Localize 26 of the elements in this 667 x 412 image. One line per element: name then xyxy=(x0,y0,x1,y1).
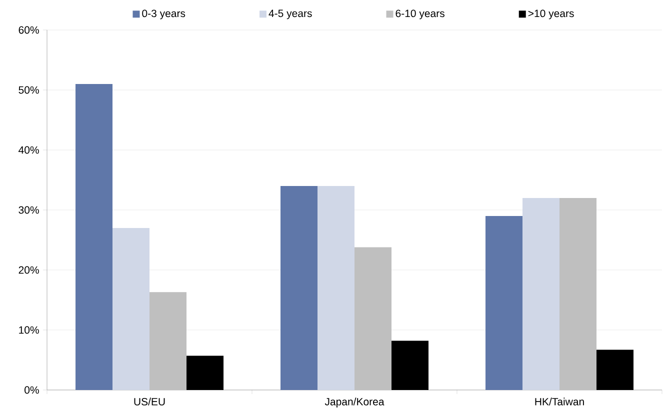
y-tick-label: 40% xyxy=(18,146,39,154)
bar xyxy=(596,350,634,390)
y-tick-label: 30% xyxy=(18,206,39,214)
x-tick-label: Japan/Korea xyxy=(324,398,384,408)
bar xyxy=(150,292,187,390)
x-tick-label: HK/Taiwan xyxy=(535,398,584,406)
bar xyxy=(318,186,354,390)
bar xyxy=(186,356,224,390)
legend-label: 6-10 years xyxy=(396,10,444,20)
bar xyxy=(112,228,150,390)
legend-label: 4-5 years xyxy=(268,10,312,20)
y-tick-label: 10% xyxy=(19,326,39,334)
bar xyxy=(522,198,560,390)
bar xyxy=(280,186,318,390)
bar xyxy=(354,247,392,390)
y-tick-label: 60% xyxy=(18,26,39,34)
x-tick-label: US/EU xyxy=(134,398,165,406)
bar xyxy=(76,84,113,390)
legend-label: 0-3 years xyxy=(142,10,186,20)
bar xyxy=(485,216,522,390)
y-tick-label: 0% xyxy=(24,386,39,394)
bar xyxy=(392,340,428,390)
y-tick-label: 20% xyxy=(18,266,39,274)
legend-label: >10 years xyxy=(528,10,574,20)
bar xyxy=(559,198,596,390)
y-tick-label: 50% xyxy=(18,86,39,94)
